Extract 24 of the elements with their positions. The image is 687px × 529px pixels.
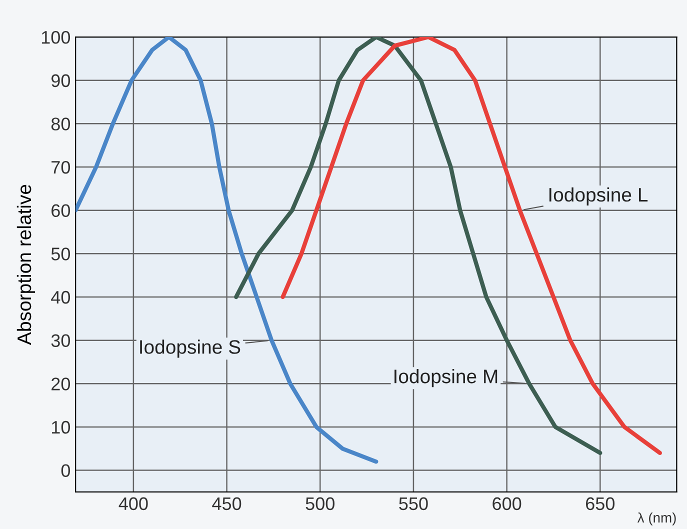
line-series xyxy=(280,37,662,456)
y-tick-label: 100 xyxy=(42,30,70,44)
x-tick-label: 400 xyxy=(118,497,148,510)
y-tick-label: 80 xyxy=(51,118,70,130)
y-tick-label: 10 xyxy=(52,420,70,434)
series-label: Iodopsine S xyxy=(140,340,240,358)
x-axis-title: λ (nm) xyxy=(637,512,676,526)
series-label: Iodopsine L xyxy=(549,187,648,206)
line-series xyxy=(76,37,378,464)
y-tick-label: 30 xyxy=(51,334,70,348)
x-tick-label: 550 xyxy=(399,497,428,510)
series-label: Iodopsine M xyxy=(394,369,498,388)
y-tick-label: 70 xyxy=(52,160,70,174)
y-tick-label: 40 xyxy=(51,290,70,304)
y-axis-title: Absorption relative xyxy=(16,184,36,345)
y-tick-label: 60 xyxy=(52,204,70,218)
x-tick-label: 650 xyxy=(586,497,615,510)
y-tick-label: 20 xyxy=(52,378,70,390)
x-tick-label: 450 xyxy=(212,497,242,510)
y-tick-label: 90 xyxy=(51,74,70,88)
x-tick-label: 500 xyxy=(306,497,334,510)
x-tick-label: 600 xyxy=(492,497,522,510)
y-tick-label: 0 xyxy=(61,464,70,478)
y-tick-label: 50 xyxy=(51,248,70,260)
